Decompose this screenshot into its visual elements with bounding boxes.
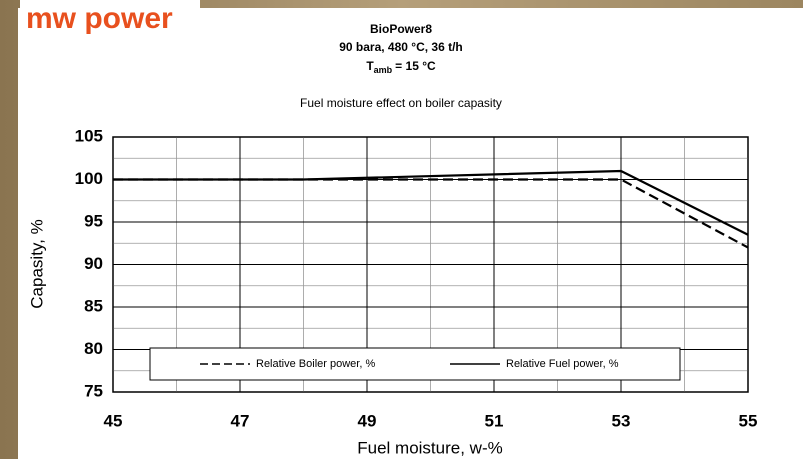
- x-tick-label: 47: [231, 411, 250, 430]
- chart: mw power BioPower8 90 bara, 480 °C, 36 t…: [0, 0, 803, 459]
- x-tick-label: 51: [485, 411, 504, 430]
- legend-label: Relative Fuel power, %: [506, 358, 619, 370]
- y-tick-label: 95: [84, 211, 103, 230]
- y-tick-label: 75: [84, 381, 103, 400]
- y-tick-label: 105: [75, 126, 103, 145]
- y-tick-label: 85: [84, 296, 103, 315]
- x-axis-label: Fuel moisture, w-%: [357, 438, 502, 457]
- temp-rest: = 15 °C: [395, 59, 436, 73]
- x-tick-label: 53: [612, 411, 631, 430]
- header-line: 90 bara, 480 °C, 36 t/h: [339, 40, 463, 54]
- y-axis-label: Capasity, %: [27, 219, 46, 308]
- logo: mw power: [26, 2, 173, 35]
- temp-subscript: amb: [374, 65, 393, 75]
- header-line: BioPower8: [370, 22, 432, 36]
- y-tick-label: 90: [84, 254, 103, 273]
- chart-title: Fuel moisture effect on boiler capasity: [300, 96, 502, 110]
- y-tick-label: 80: [84, 339, 103, 358]
- x-tick-label: 55: [739, 411, 758, 430]
- legend-label: Relative Boiler power, %: [256, 358, 375, 370]
- x-tick-label: 45: [104, 411, 123, 430]
- x-tick-label: 49: [358, 411, 377, 430]
- y-tick-label: 100: [75, 169, 103, 188]
- plot: 45 47 49 51 53 55 75 80 85 90 95 100 105 Relative Boi…: [75, 126, 758, 430]
